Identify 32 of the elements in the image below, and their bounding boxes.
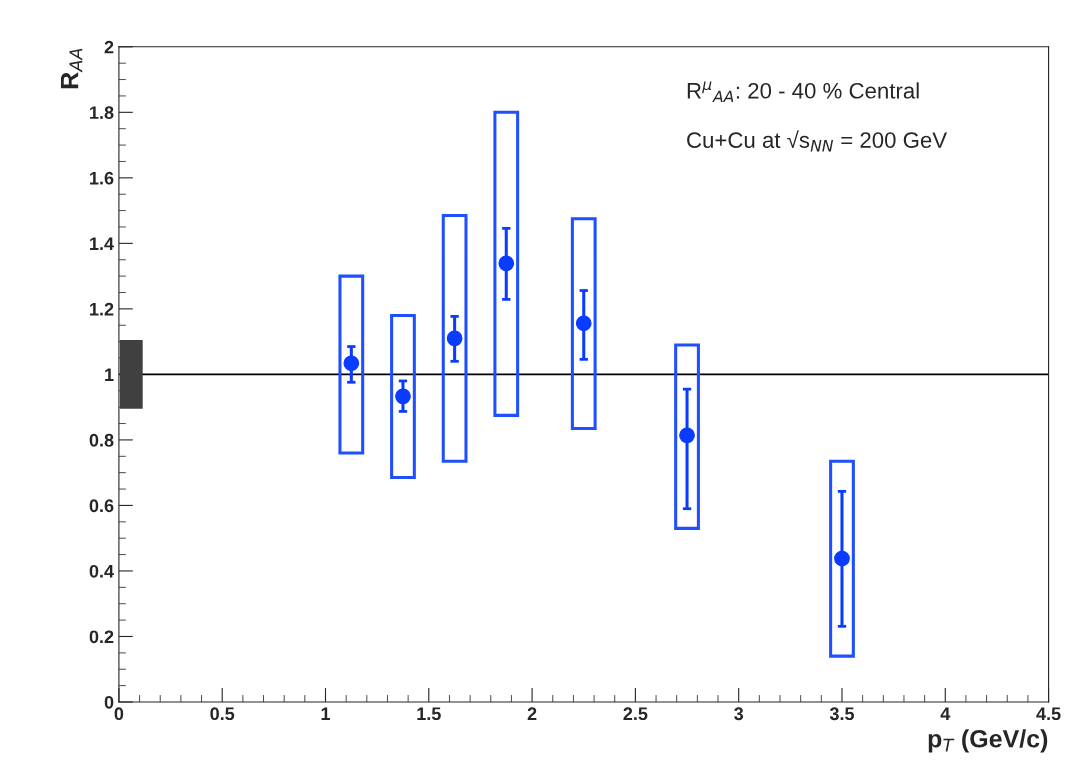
y-tick-label: 2 bbox=[104, 40, 114, 54]
x-tick-label: 0 bbox=[114, 707, 124, 721]
y-tick-label: 1.4 bbox=[90, 237, 114, 250]
x-tick-label: 3 bbox=[734, 707, 744, 721]
point bbox=[679, 427, 695, 444]
x-tick-label: 1.5 bbox=[417, 707, 441, 721]
y-axis-title: R$_{AA}$ bbox=[60, 48, 83, 89]
x-tick-label: 1 bbox=[321, 707, 331, 720]
point bbox=[395, 388, 411, 405]
y-tick-label: 0.2 bbox=[89, 630, 114, 644]
y-tick-label: 1.2 bbox=[90, 302, 114, 316]
x-tick-label: 3.5 bbox=[829, 707, 855, 721]
point bbox=[498, 255, 515, 272]
x-tick-label: 4 bbox=[940, 707, 951, 720]
x-tick-label: 4.5 bbox=[1036, 707, 1061, 721]
x-tick-label: 2 bbox=[527, 707, 537, 720]
y-tick-label: 0.4 bbox=[89, 564, 114, 578]
point bbox=[446, 330, 463, 347]
annotation: R$^{μ}$$_{AA}$: 20 - 40 % Central bbox=[687, 81, 919, 103]
y-tick-label: 1.8 bbox=[90, 106, 114, 120]
y-tick-label: 0.8 bbox=[89, 433, 114, 447]
y-tick-label: 1 bbox=[105, 368, 114, 381]
y-tick-label: 1.6 bbox=[90, 171, 114, 185]
point bbox=[834, 550, 850, 567]
x-tick-label: 2.5 bbox=[623, 707, 648, 721]
y-tick-label: 0 bbox=[104, 695, 114, 709]
point bbox=[343, 355, 360, 372]
annotation: Cu+Cu at √s$_{NN}$ = 200 GeV bbox=[687, 130, 948, 152]
x-axis-title: p$_{T}$ (GeV/c) bbox=[928, 729, 1048, 753]
x-tick-label: 0.5 bbox=[210, 707, 235, 721]
y-tick-label: 0.6 bbox=[89, 499, 114, 513]
point bbox=[575, 315, 592, 332]
